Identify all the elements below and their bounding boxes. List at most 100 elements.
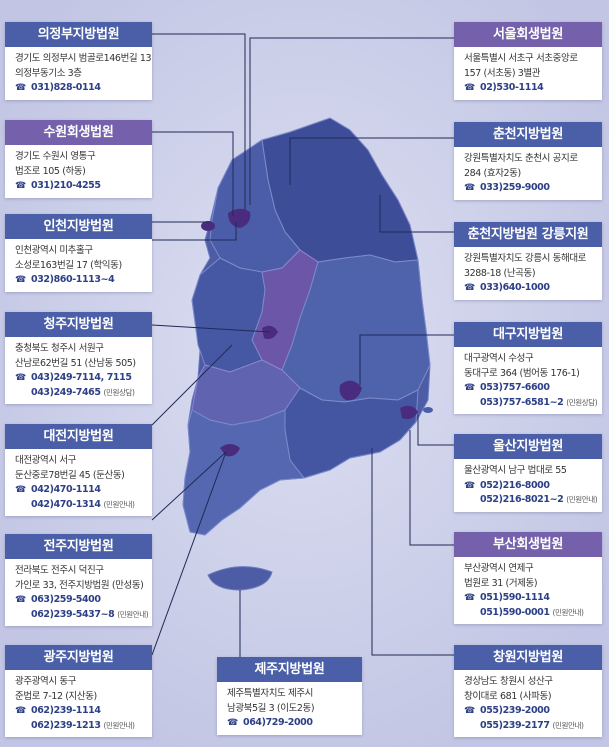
court-address: 충청북도 청주시 서원구 (15, 343, 104, 354)
court-phone: ☎ 033)640-1000 (464, 281, 594, 296)
court-name: 춘천지방법원 강릉지원 (454, 222, 602, 247)
phone-icon: ☎ (464, 593, 475, 603)
court-name: 울산지방법원 (454, 434, 602, 459)
court-address: 부산광역시 연제구 (464, 563, 534, 574)
court-phone: ☎ 053)757-6600 (464, 381, 594, 396)
phone-icon: ☎ (15, 706, 26, 716)
court-address: 둔산중로78번길 45 (둔산동) (15, 469, 125, 481)
court-address: 가인로 33, 전주지방법원 (만성동) (15, 579, 144, 591)
court-phone: 062)239-1213 (민원안내) (31, 719, 135, 731)
court-phone: ☎ 043)249-7114, 7115 (15, 371, 144, 386)
court-address: 소성로163번길 17 (학익동) (15, 259, 122, 271)
city-ulsan (400, 405, 418, 420)
court-address: 대구광역시 수성구 (464, 353, 534, 364)
court-name: 의정부지방법원 (5, 22, 152, 47)
court-phone: ☎ 031)828-0114 (15, 81, 144, 96)
court-phone: 055)239-2177 (민원안내) (480, 719, 584, 731)
court-phone: ☎ 042)470-1114 (15, 483, 144, 498)
card-gwangju: 광주지방법원 광주광역시 동구 준법로 7-12 (지산동) ☎ 062)239-… (5, 645, 152, 737)
phone-icon: ☎ (464, 383, 475, 393)
phone-icon: ☎ (15, 275, 26, 285)
city-cheongju (262, 325, 278, 340)
court-phone: ☎ 055)239-2000 (464, 704, 594, 719)
court-name: 광주지방법원 (5, 645, 152, 670)
court-address: 남광북5길 3 (이도2동) (227, 702, 315, 714)
court-address: 법원로 31 (거제동) (464, 577, 538, 589)
phone-icon: ☎ (464, 83, 475, 93)
court-address: 3288-18 (난곡동) (464, 267, 536, 279)
court-address: 준법로 7-12 (지산동) (15, 690, 97, 702)
court-address: 강원특별자치도 춘천시 공지로 (464, 153, 578, 164)
card-chuncheon: 춘천지방법원 강원특별자치도 춘천시 공지로 284 (효자2동) ☎ 033)2… (454, 122, 602, 200)
court-name: 대전지방법원 (5, 424, 152, 449)
phone-icon: ☎ (15, 485, 26, 495)
city-seoul (228, 208, 251, 228)
court-phone: ☎ 051)590-1114 (464, 591, 594, 606)
court-name: 서울회생법원 (454, 22, 602, 47)
court-address: 울산광역시 남구 법대로 55 (464, 465, 567, 476)
court-address: 광주광역시 동구 (15, 676, 76, 687)
phone-icon: ☎ (15, 373, 26, 383)
court-address: 창이대로 681 (사파동) (464, 690, 552, 702)
court-name: 부산회생법원 (454, 532, 602, 557)
court-address: 284 (효자2동) (464, 167, 521, 179)
phone-icon: ☎ (15, 181, 26, 191)
card-jeju: 제주지방법원 제주특별자치도 제주시 남광북5길 3 (이도2동) ☎ 064)7… (217, 657, 362, 735)
court-phone: 051)590-0001 (민원안내) (480, 606, 584, 618)
court-phone: ☎ 062)239-1114 (15, 704, 144, 719)
court-phone: ☎ 063)259-5400 (15, 593, 144, 608)
card-cheongju: 청주지방법원 충청북도 청주시 서원구 산남로62번길 51 (산남동 505)… (5, 312, 152, 404)
court-address: 서울특별시 서초구 서초중앙로 (464, 53, 578, 64)
phone-icon: ☎ (464, 183, 475, 193)
court-name: 전주지방법원 (5, 534, 152, 559)
card-suwon: 수원회생법원 경기도 수원시 영통구 법조로 105 (하동) ☎ 031)210… (5, 120, 152, 198)
court-address: 경기도 수원시 영통구 (15, 151, 96, 162)
court-phone: ☎ 031)210-4255 (15, 179, 144, 194)
card-uijeongbu: 의정부지방법원 경기도 의정부시 범골로146번길 13 의정부동기소 3층 ☎… (5, 22, 152, 100)
region-jeonnam (182, 409, 305, 536)
court-phone: ☎ 033)259-9000 (464, 181, 594, 196)
court-name: 춘천지방법원 (454, 122, 602, 147)
phone-icon: ☎ (227, 718, 238, 728)
court-address: 동대구로 364 (범어동 176-1) (464, 367, 580, 379)
card-ulsan: 울산지방법원 울산광역시 남구 법대로 55 ☎ 052)216-8000 052… (454, 434, 602, 512)
court-name: 제주지방법원 (217, 657, 362, 682)
court-phone: 042)470-1314 (민원안내) (31, 498, 135, 510)
card-seoul: 서울회생법원 서울특별시 서초구 서초중앙로 157 (서초동) 3별관 ☎ 02… (454, 22, 602, 100)
court-phone: ☎ 064)729-2000 (227, 716, 354, 731)
court-name: 대구지방법원 (454, 322, 602, 347)
jeju-island (207, 566, 273, 591)
phone-icon: ☎ (15, 83, 26, 93)
court-address: 강원특별자치도 강릉시 동해대로 (464, 253, 586, 264)
court-address: 산남로62번길 51 (산남동 505) (15, 357, 136, 369)
region-chungnam (191, 257, 266, 373)
card-jeonju: 전주지방법원 전라북도 전주시 덕진구 가인로 33, 전주지방법원 (만성동)… (5, 534, 152, 626)
court-name: 청주지방법원 (5, 312, 152, 337)
card-daejeon: 대전지방법원 대전광역시 서구 둔산중로78번길 45 (둔산동) ☎ 042)4… (5, 424, 152, 516)
phone-icon: ☎ (464, 706, 475, 716)
court-phone: 052)216-8021~2 (민원안내) (480, 494, 598, 505)
court-phone: 053)757-6581~2 (민원상담) (480, 396, 598, 408)
court-phone: ☎ 052)216-8000 (464, 479, 594, 494)
court-phone: 062)239-5437~8 (민원안내) (31, 608, 149, 620)
court-phone: 043)249-7465 (민원상담) (31, 386, 135, 398)
court-name: 인천지방법원 (5, 214, 152, 239)
card-incheon: 인천지방법원 인천광역시 미추홀구 소성로163번길 17 (학익동) ☎ 032… (5, 214, 152, 292)
court-phone: ☎ 032)860-1113~4 (15, 273, 144, 288)
court-address: 경기도 의정부시 범골로146번길 13 (15, 53, 152, 64)
court-address: 제주특별자치도 제주시 (227, 688, 314, 699)
court-address: 인천광역시 미추홀구 (15, 245, 93, 256)
card-gangneung: 춘천지방법원 강릉지원 강원특별자치도 강릉시 동해대로 3288-18 (난곡… (454, 222, 602, 300)
court-address: 경상남도 창원시 성산구 (464, 676, 553, 687)
court-name: 수원회생법원 (5, 120, 152, 145)
card-busan: 부산회생법원 부산광역시 연제구 법원로 31 (거제동) ☎ 051)590-1… (454, 532, 602, 624)
city-daegu (339, 380, 362, 401)
court-phone: ☎ 02)530-1114 (464, 81, 594, 96)
court-address: 157 (서초동) 3별관 (464, 67, 541, 79)
court-address: 전라북도 전주시 덕진구 (15, 565, 104, 576)
phone-icon: ☎ (464, 480, 475, 491)
card-daegu: 대구지방법원 대구광역시 수성구 동대구로 364 (범어동 176-1) ☎ 0… (454, 322, 602, 414)
card-changwon: 창원지방법원 경상남도 창원시 성산구 창이대로 681 (사파동) ☎ 055)… (454, 645, 602, 737)
phone-icon: ☎ (15, 595, 26, 605)
court-address: 법조로 105 (하동) (15, 165, 86, 177)
